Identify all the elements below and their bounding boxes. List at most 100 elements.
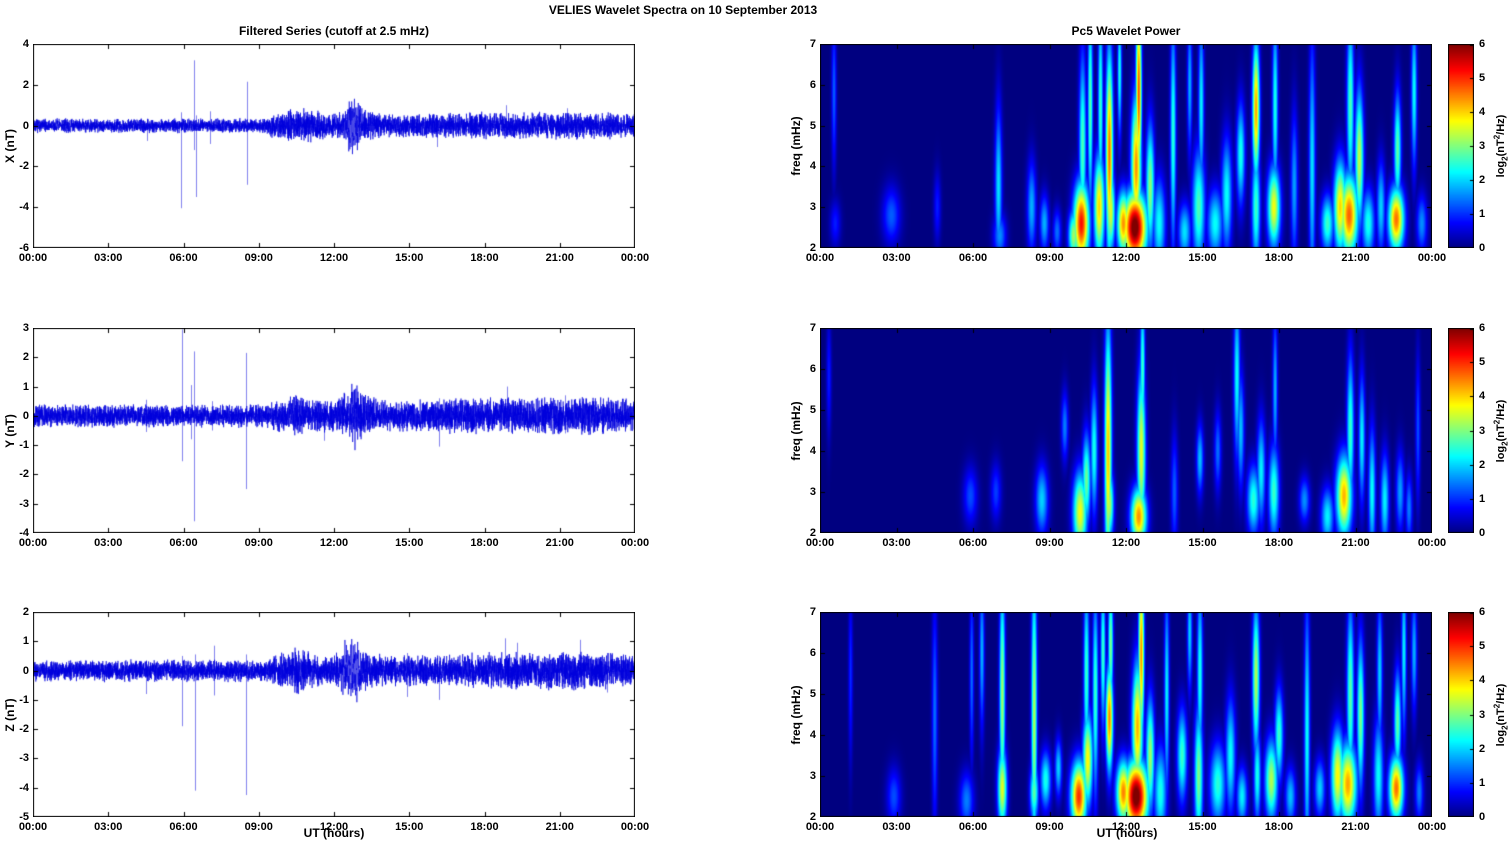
y-tick-label: 4 [809,445,816,457]
x-tick-label: 00:00 [805,821,835,833]
left-plot-title: Filtered Series (cutoff at 2.5 mHz) [238,24,430,38]
y-tick-label: 3 [809,201,816,214]
x-tick-label: 12:00 [319,821,349,833]
y-tick-label: 5 [809,688,816,700]
y-tick-label: 2 [809,527,816,539]
colorbar-tick-label: 1 [1479,776,1486,789]
figure-suptitle: VELIES Wavelet Spectra on 10 September 2… [548,3,818,17]
colorbar-label-part: 2 [1492,134,1502,140]
colorbar-label-part: (nT [1495,423,1508,441]
y-tick-label: -4 [19,527,29,539]
spectrogram-canvas-z-wavelet [820,612,1432,817]
x-tick-label: 21:00 [1341,537,1370,549]
x-tick-label: 12:00 [1111,537,1141,549]
y-tick-label: -4 [19,781,29,794]
x-tick-label: 15:00 [1188,537,1217,549]
colorbar-tick-label: 0 [1479,242,1486,254]
y-tick-label: -1 [19,439,29,452]
x-tick-label: 21:00 [1341,252,1370,264]
x-tick-label: 03:00 [882,252,911,264]
x-tick-label: 12:00 [1111,252,1141,264]
colorbar-tick-label: 0 [1479,527,1486,539]
x-tick-label: 00:00 [1417,252,1447,264]
y-tick-label: -2 [19,160,29,173]
colorbar-tick-label: 1 [1479,492,1486,505]
x-tick-label: 09:00 [1035,252,1064,264]
x-tick-label: 03:00 [94,252,123,264]
x-tick-label: 09:00 [1035,537,1064,549]
y-tick-label: 6 [809,647,816,659]
colorbar-tick-label: 2 [1479,742,1486,755]
colorbar-label-part: log [1495,729,1508,746]
colorbar-tick-label: 5 [1479,640,1486,653]
x-tick-label: 03:00 [94,821,123,833]
x-tick-label: 06:00 [958,537,988,549]
x-tick-label: 00:00 [805,252,835,264]
colorbar-tick-label: 3 [1479,140,1486,152]
colorbar-label-part: 2 [1492,419,1502,424]
x-tick-label: 18:00 [1264,537,1294,549]
y-tick-label: 5 [809,119,816,132]
colorbar-row1 [1448,328,1474,533]
y-tick-label: 2 [22,606,29,618]
y-tick-label: 2 [22,78,29,91]
colorbar-tick-label: 6 [1479,322,1486,334]
y-axis-label: freq (mHz) [789,400,803,461]
colorbar-label-part: /Hz) [1495,683,1508,704]
y-tick-label: 3 [809,770,816,782]
colorbar-tick-label: 4 [1479,674,1486,687]
y-tick-label: 7 [809,322,816,334]
colorbar-label-part: /Hz) [1495,114,1508,135]
y-tick-label: 2 [809,811,816,823]
y-tick-label: -3 [19,497,29,510]
y-tick-label: -5 [19,811,29,823]
colorbar-tick-label: 5 [1479,356,1486,369]
colorbar-label-part: (nT [1495,707,1508,725]
y-axis-label: Y (nT) [3,413,17,448]
x-tick-label: 00:00 [1417,537,1447,549]
y-tick-label: -3 [19,752,29,765]
y-tick-label: 4 [809,160,816,173]
x-tick-label: 00:00 [805,537,835,549]
y-tick-label: 2 [22,351,29,364]
y-tick-label: -2 [19,468,29,481]
y-tick-label: 4 [22,38,29,50]
y-tick-label: 7 [809,606,816,618]
colorbar-row2 [1448,612,1474,817]
x-tick-label: 00:00 [620,252,650,264]
y-tick-label: 6 [809,78,816,91]
x-tick-label: 06:00 [169,821,198,833]
colorbar-label-part: 2 [1492,703,1502,708]
colorbar-label: log2(nT2/Hz) [1493,115,1510,178]
y-tick-label: 4 [809,729,816,741]
colorbar-label: log2(nT2/Hz) [1493,683,1510,746]
colorbar-tick-label: 6 [1479,38,1486,50]
x-tick-label: 21:00 [1341,821,1370,833]
left-xaxis-label: UT (hours) [303,826,365,840]
colorbar-label: log2(nT2/Hz) [1493,399,1510,462]
colorbar-tick-label: 3 [1479,708,1486,721]
y-axis-label: Z (nT) [3,697,17,732]
y-tick-label: 0 [22,409,29,422]
spectrogram-canvas-x-wavelet [820,44,1432,248]
x-tick-label: 06:00 [958,252,988,264]
x-tick-label: 06:00 [169,252,198,264]
colorbar-tick-label: 0 [1479,811,1486,823]
colorbar-label-part: 2 [1500,724,1510,730]
x-tick-label: 09:00 [244,252,273,264]
y-tick-label: 3 [809,486,816,498]
right-plot-title: Pc5 Wavelet Power [1071,24,1181,38]
x-tick-label: 06:00 [169,537,198,549]
x-tick-label: 18:00 [470,252,499,264]
x-tick-label: 09:00 [244,821,273,833]
y-tick-label: 7 [809,38,816,50]
y-tick-label: 1 [22,380,29,393]
x-tick-label: 09:00 [244,537,273,549]
timeseries-canvas-y-series [33,328,635,533]
x-tick-label: 15:00 [395,537,424,549]
spectrogram-canvas-y-wavelet [820,328,1432,533]
y-tick-label: 0 [22,119,29,132]
x-tick-label: 00:00 [1417,821,1447,833]
x-tick-label: 18:00 [470,821,499,833]
colorbar-label-part: log [1495,445,1508,462]
